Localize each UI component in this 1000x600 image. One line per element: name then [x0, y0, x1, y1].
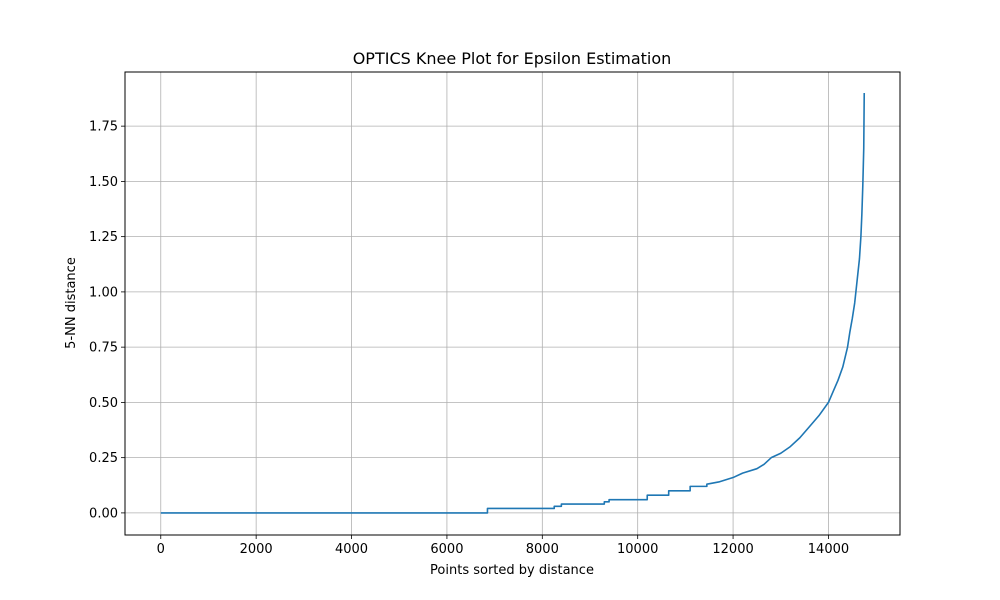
x-tick-label: 6000: [430, 542, 463, 557]
x-tick-label: 10000: [617, 542, 658, 557]
y-tick-label: 1.75: [89, 120, 118, 135]
x-tick-label: 4000: [335, 542, 368, 557]
y-tick-label: 0.50: [89, 396, 118, 411]
axes-background: [125, 72, 900, 535]
series-line-0: [160, 92, 866, 514]
y-tick-label: 0.75: [89, 341, 118, 356]
chart-title: OPTICS Knee Plot for Epsilon Estimation: [353, 49, 672, 68]
y-axis-ticks: 0.00 0.25 0.50 0.75 1.00 1.25 1.50 1.75: [89, 120, 125, 521]
x-tick-label: 12000: [712, 542, 753, 557]
x-axis-label: Points sorted by distance: [430, 563, 594, 578]
axes-frame: [124, 71, 901, 536]
plot-area: 0 2000 4000 6000 8000 10000 12000 14000 0.00 0.2…: [89, 71, 901, 557]
x-tick-label: 0: [157, 542, 165, 557]
y-tick-label: 1.50: [89, 175, 118, 190]
x-tick-label: 8000: [526, 542, 559, 557]
y-axis-label: 5-NN distance: [64, 257, 79, 349]
series-group: [160, 92, 866, 514]
x-axis-ticks: 0 2000 4000 6000 8000 10000 12000 14000: [157, 535, 849, 557]
x-tick-label: 14000: [808, 542, 849, 557]
y-tick-label: 1.00: [89, 285, 118, 300]
y-tick-label: 0.00: [89, 506, 118, 521]
x-tick-label: 2000: [240, 542, 273, 557]
y-tick-label: 0.25: [89, 451, 118, 466]
y-tick-label: 1.25: [89, 230, 118, 245]
